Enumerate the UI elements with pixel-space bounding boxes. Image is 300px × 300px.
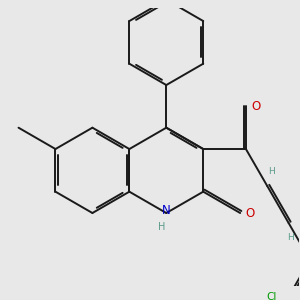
Text: H: H — [268, 167, 275, 176]
Text: H: H — [287, 233, 294, 242]
Text: O: O — [251, 100, 260, 113]
Text: Cl: Cl — [266, 292, 277, 300]
Text: H: H — [158, 222, 166, 232]
Text: O: O — [245, 206, 255, 220]
Text: N: N — [162, 204, 171, 218]
